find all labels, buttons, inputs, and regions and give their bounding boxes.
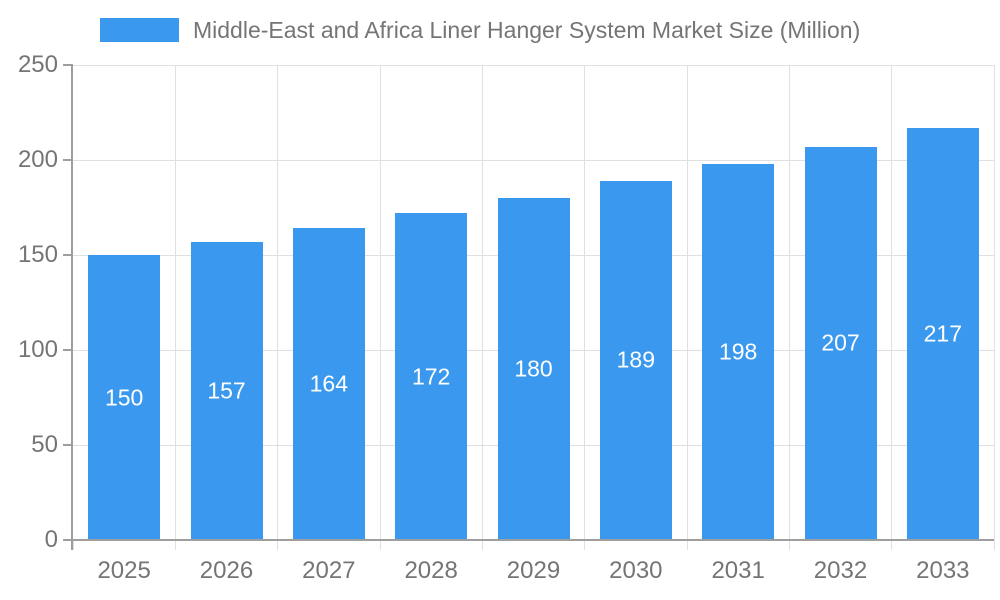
legend-swatch[interactable] <box>100 18 179 42</box>
gridline-vertical <box>481 65 483 540</box>
y-axis-tick-label: 150 <box>17 241 58 268</box>
bar-value-label: 180 <box>514 355 553 382</box>
y-axis-tick-label: 100 <box>17 336 58 363</box>
y-axis-tick-label: 250 <box>17 51 58 78</box>
y-axis-tick-label: 50 <box>31 431 58 458</box>
x-axis-tick <box>584 540 586 550</box>
x-axis-tick <box>379 540 381 550</box>
bar-value-label: 164 <box>309 370 349 397</box>
y-axis-tick <box>63 349 73 351</box>
y-axis-tick <box>63 539 73 541</box>
y-axis-tick <box>63 64 73 66</box>
x-axis-tick-label: 2027 <box>302 557 356 584</box>
y-axis-tick <box>63 159 73 161</box>
gridline-vertical <box>686 65 688 540</box>
bar-2025[interactable] <box>88 255 161 539</box>
x-axis-tick <box>993 540 995 550</box>
y-axis-tick <box>63 444 73 446</box>
bar-value-label: 198 <box>718 338 758 365</box>
bar-value-label: 157 <box>207 377 246 404</box>
x-axis-tick <box>481 540 483 550</box>
bar-2026[interactable] <box>190 241 263 539</box>
x-axis-tick <box>788 540 790 550</box>
gridline-vertical <box>379 65 381 540</box>
bar-value-label: 172 <box>411 363 451 390</box>
y-axis-tick-label: 200 <box>17 146 58 173</box>
x-axis-tick-label: 2030 <box>609 557 663 584</box>
gridline-vertical <box>788 65 790 540</box>
bar-2033[interactable] <box>906 127 979 539</box>
bar-value-label: 150 <box>104 384 144 410</box>
y-axis-line <box>71 65 73 550</box>
gridline-horizontal <box>73 159 994 161</box>
x-axis-tick <box>174 540 176 550</box>
bar-2031[interactable] <box>702 163 775 539</box>
gridline-vertical <box>891 65 893 540</box>
x-axis-tick-label: 2033 <box>916 557 970 584</box>
x-axis-tick <box>72 540 74 550</box>
gridline-vertical <box>993 65 995 540</box>
bar-value-label: 217 <box>923 320 963 347</box>
x-axis-tick-label: 2026 <box>199 557 254 584</box>
x-axis-tick-label: 2025 <box>97 557 151 584</box>
x-axis-tick-label: 2028 <box>404 557 458 584</box>
y-axis-tick-label: 0 <box>44 526 58 553</box>
x-axis-tick <box>686 540 688 550</box>
x-axis-tick-label: 2029 <box>506 557 561 584</box>
x-axis-tick-label: 2032 <box>813 557 868 584</box>
bar-value-label: 207 <box>821 329 860 356</box>
bar-2027[interactable] <box>292 228 365 539</box>
y-axis-tick <box>63 254 73 256</box>
gridline-vertical <box>584 65 586 540</box>
bar-2030[interactable] <box>599 180 672 539</box>
x-axis-tick-label: 2031 <box>711 557 765 584</box>
x-axis-tick <box>277 540 279 550</box>
bar-2029[interactable] <box>497 198 570 539</box>
gridline-vertical <box>174 65 176 540</box>
x-axis-line <box>71 539 994 541</box>
chart-legend: Middle-East and Africa Liner Hanger Syst… <box>100 16 860 44</box>
bar-2028[interactable] <box>395 213 468 539</box>
gridline-horizontal <box>73 64 994 66</box>
bar-value-label: 189 <box>616 346 656 373</box>
x-axis-tick <box>891 540 893 550</box>
chart-title: Middle-East and Africa Liner Hanger Syst… <box>193 16 861 43</box>
bar-2032[interactable] <box>804 146 877 539</box>
gridline-vertical <box>277 65 279 540</box>
